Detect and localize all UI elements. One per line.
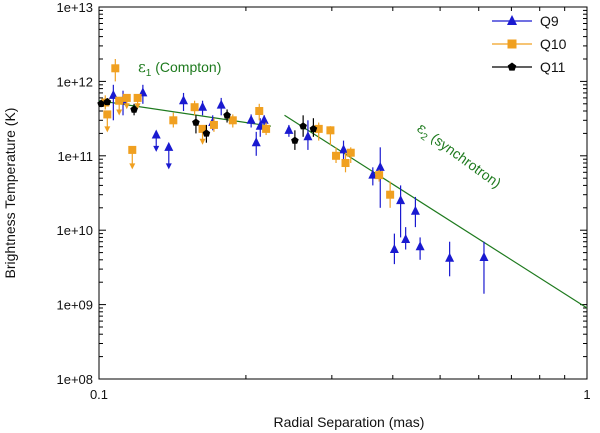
upper-limit-arrow <box>153 145 160 152</box>
upper-limit-arrow <box>116 109 123 116</box>
data-point <box>396 195 406 205</box>
plot-border <box>98 6 588 380</box>
data-point <box>169 116 178 125</box>
data-point <box>415 241 425 251</box>
data-point <box>115 96 124 105</box>
legend: Q9 Q10 Q11 <box>492 13 567 75</box>
y-tick-label: 1e+10 <box>56 223 93 238</box>
legend-marker <box>507 15 517 25</box>
upper-limit-arrow <box>165 163 172 170</box>
synchrotron-fit <box>284 114 588 309</box>
data-point <box>375 161 385 171</box>
legend-label: Q9 <box>540 13 559 29</box>
data-point <box>198 101 208 111</box>
data-point <box>410 205 420 215</box>
data-point <box>284 124 294 134</box>
annotation-text: (synchrotron) <box>425 127 504 191</box>
data-point <box>246 114 256 124</box>
legend-label: Q10 <box>540 36 567 52</box>
data-point <box>209 120 218 129</box>
legend-item-q11: Q11 <box>492 59 566 75</box>
data-point <box>479 251 489 261</box>
y-tick-label: 1e+13 <box>56 0 93 15</box>
data-point <box>386 190 395 199</box>
legend-item-q10: Q10 <box>492 36 567 52</box>
y-axis-label: Brightness Temperature (K) <box>2 108 18 279</box>
y-tick-label: 1e+08 <box>56 372 93 387</box>
axis-ticks: 1e+08 1e+09 1e+10 1e+11 1e+12 1e+13 0.1 1 <box>56 0 590 402</box>
upper-limit-arrow <box>104 126 111 133</box>
y-tick-label: 1e+12 <box>56 74 93 89</box>
data-point <box>130 105 138 113</box>
data-point <box>326 126 335 135</box>
data-point <box>128 145 137 154</box>
data-point <box>108 89 118 99</box>
annotation-subscript: 2 <box>418 131 429 143</box>
y-tick-label: 1e+11 <box>57 149 93 164</box>
data-point <box>339 144 349 154</box>
x-axis-label: Radial Separation (mas) <box>274 414 425 430</box>
data-point <box>216 99 226 109</box>
data-point <box>401 233 411 243</box>
data-point <box>190 103 199 112</box>
data-point <box>198 124 207 133</box>
fit-lines <box>98 100 588 309</box>
data-point <box>445 252 455 262</box>
data-point <box>103 97 112 106</box>
data-point <box>179 95 189 105</box>
data-point <box>151 129 161 139</box>
data-point <box>111 64 120 73</box>
data-point <box>368 169 378 179</box>
data-point <box>314 124 323 133</box>
data-point <box>202 129 211 137</box>
data-point <box>255 107 264 116</box>
series-q9 <box>108 84 489 294</box>
data-point <box>251 137 261 147</box>
data-point <box>223 111 231 119</box>
series-q10 <box>101 59 395 208</box>
legend-marker <box>507 39 517 49</box>
data-point <box>97 99 105 107</box>
x-tick-label: 1 <box>583 387 590 402</box>
data-point <box>103 110 112 119</box>
data-point <box>309 124 318 133</box>
data-point <box>228 116 237 125</box>
plot-frame <box>98 6 588 380</box>
data-point <box>122 93 131 102</box>
annotation-subscript: 1 <box>146 68 152 79</box>
upper-limit-arrow <box>134 103 141 110</box>
data-point <box>346 148 355 157</box>
data-point <box>332 151 341 160</box>
data-point <box>303 131 313 141</box>
data-point <box>291 136 299 144</box>
upper-limit-arrow <box>199 138 206 145</box>
upper-limit-arrow <box>129 163 136 170</box>
data-point <box>341 159 350 168</box>
legend-marker <box>507 62 517 71</box>
y-tick-label: 1e+09 <box>56 298 93 313</box>
series-q11 <box>97 97 318 150</box>
x-tick-label: 0.1 <box>90 387 108 402</box>
data-series <box>97 59 489 294</box>
data-point <box>259 114 269 124</box>
data-point <box>133 93 142 102</box>
data-point <box>299 122 307 130</box>
legend-label: Q11 <box>540 59 566 75</box>
data-point <box>389 244 399 254</box>
annotation-symbol: ε <box>138 58 146 76</box>
data-point <box>262 124 271 133</box>
upper-limit-arrow <box>123 103 130 110</box>
data-point <box>192 118 200 126</box>
data-point <box>375 171 384 180</box>
annotation-synchrotron: ε2 (synchrotron) <box>412 119 505 195</box>
annotation-text: (Compton) <box>151 59 221 75</box>
legend-item-q9: Q9 <box>492 13 559 29</box>
data-point <box>164 141 174 151</box>
annotation-compton: ε1 (Compton) <box>138 58 221 79</box>
